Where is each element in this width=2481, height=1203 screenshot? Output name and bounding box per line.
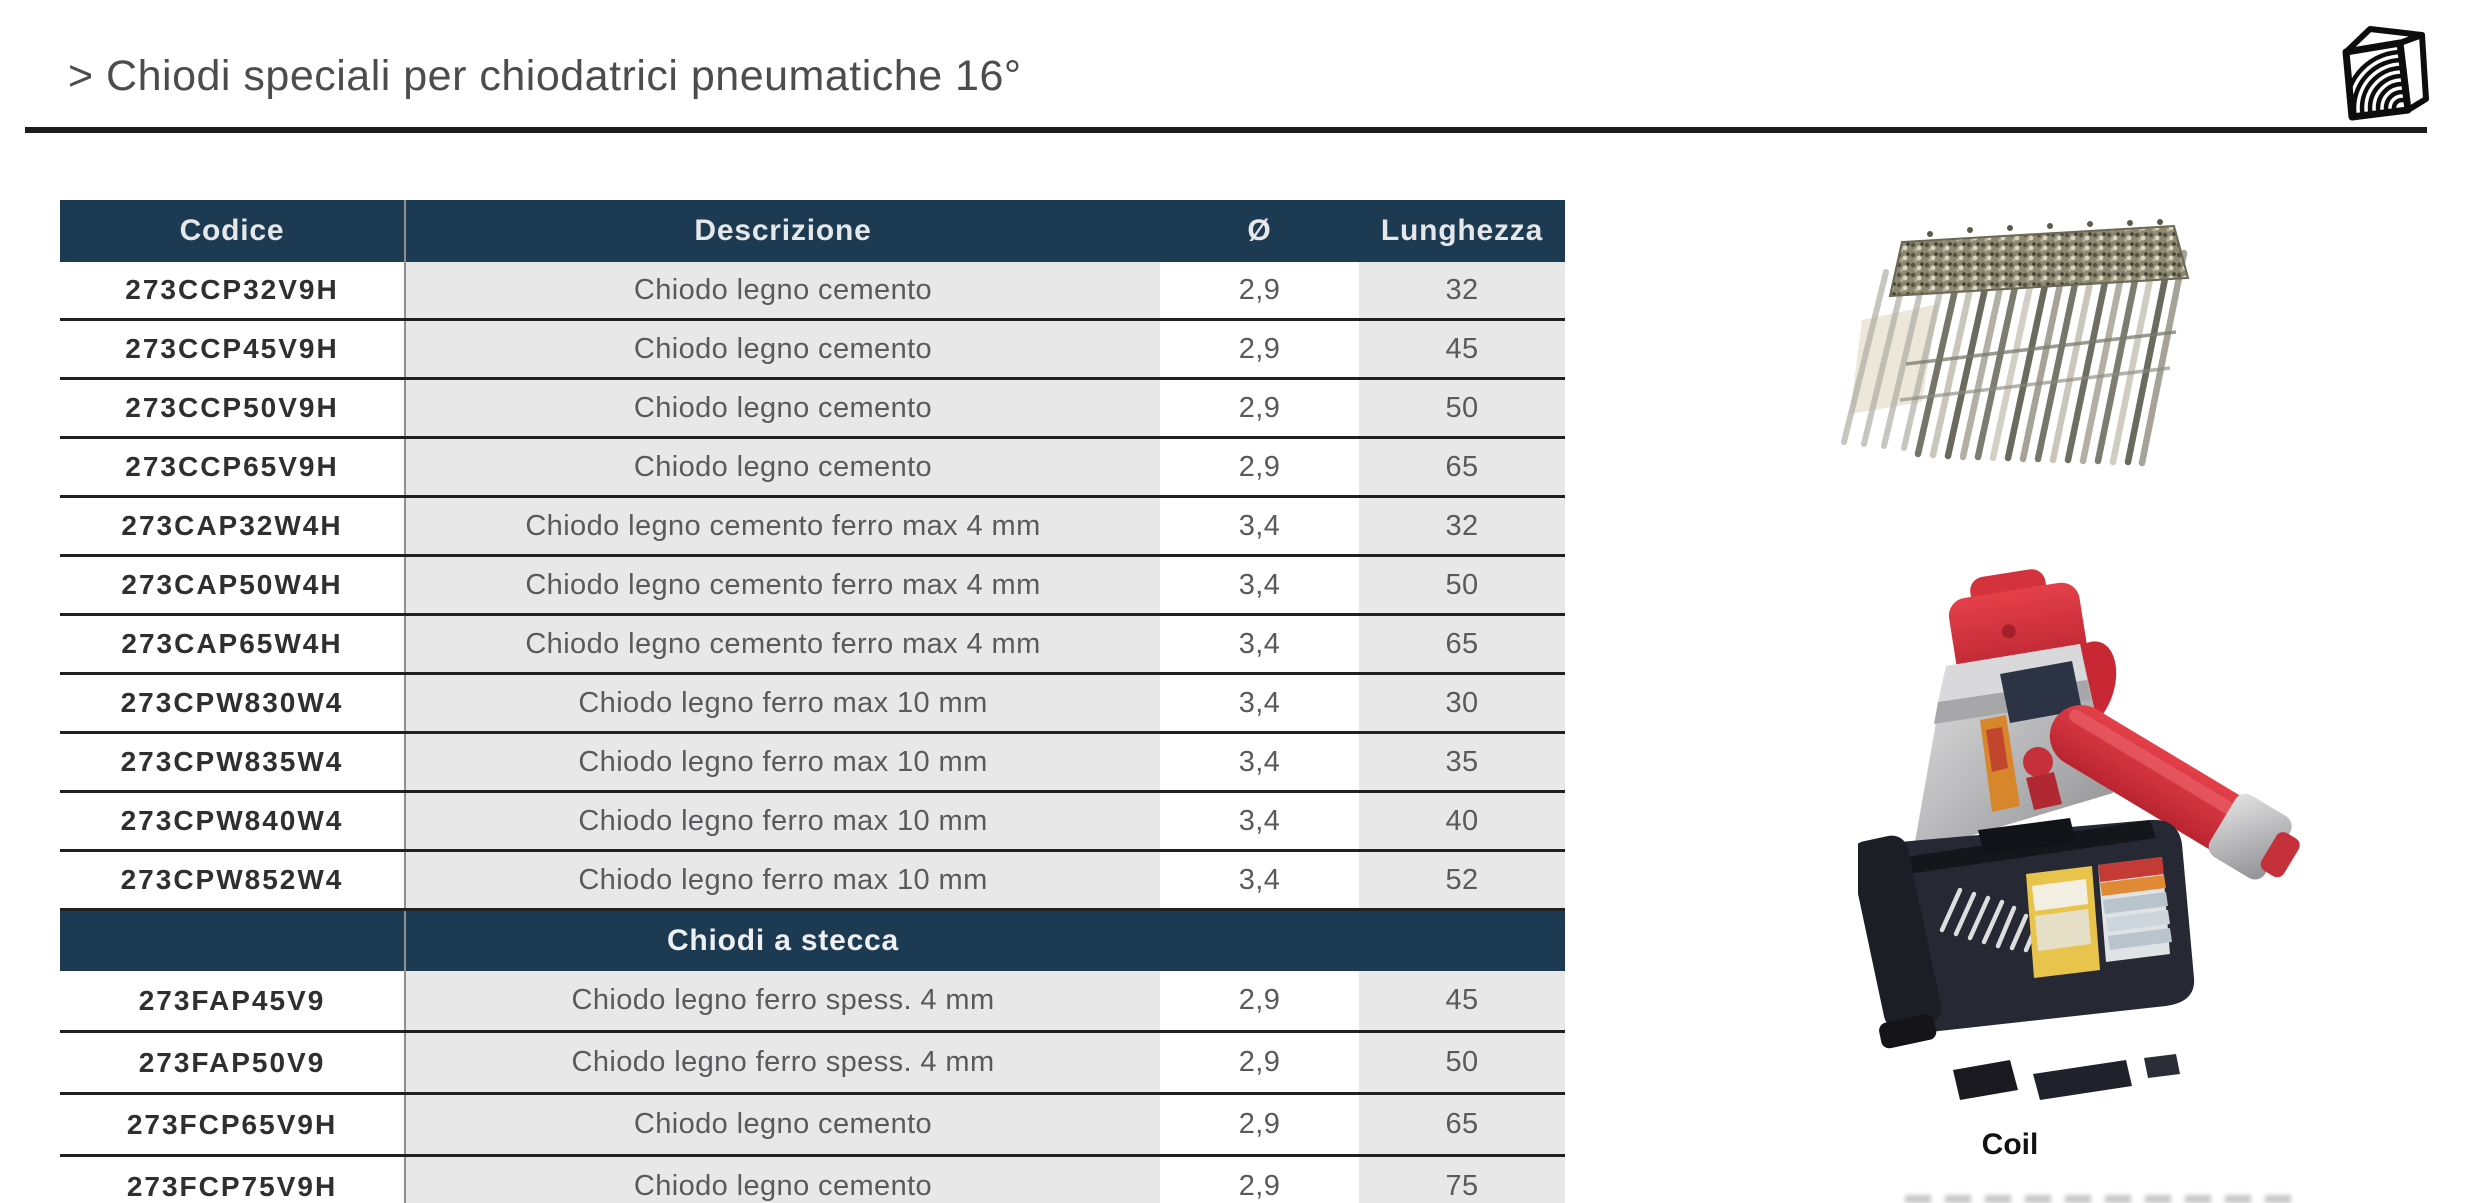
- cell-codice: 273CCP65V9H: [125, 451, 339, 482]
- cell-lunghezza: 32: [1359, 498, 1565, 554]
- cell-diametro: 3,4: [1238, 627, 1281, 660]
- cell-codice: 273CAP65W4H: [121, 628, 343, 659]
- cell-diametro: 2,9: [1238, 1170, 1281, 1202]
- cell-descrizione: Chiodo legno cemento: [404, 1157, 1160, 1203]
- section-header-spacer: [60, 911, 404, 971]
- cutoff-text-fragment: [1905, 1195, 2300, 1203]
- cell-codice: 273FCP65V9H: [126, 1108, 338, 1140]
- cell-codice: 273CCP32V9H: [125, 274, 339, 305]
- coil-nailer-photo: [1850, 568, 2318, 1113]
- cell-lunghezza: 50: [1359, 1033, 1565, 1092]
- table-row: 273FAP45V9 Chiodo legno ferro spess. 4 m…: [60, 971, 1565, 1033]
- cell-descrizione: Chiodo legno cemento ferro max 4 mm: [404, 616, 1160, 672]
- cell-diametro: 2,9: [1238, 391, 1281, 424]
- page-title: > Chiodi speciali per chiodatrici pneuma…: [68, 52, 1022, 100]
- table-row: 273FCP65V9H Chiodo legno cemento 2,9 65: [60, 1095, 1565, 1157]
- title-rule: [25, 127, 2427, 133]
- cell-codice: 273CPW852W4: [120, 864, 344, 895]
- cell-diametro: 3,4: [1238, 804, 1281, 837]
- table-row: 273CCP32V9H Chiodo legno cemento 2,9 32: [60, 262, 1565, 321]
- table-row: 273CPW852W4 Chiodo legno ferro max 10 mm…: [60, 852, 1565, 911]
- table-header-row: Codice Descrizione Ø Lunghezza: [60, 200, 1565, 262]
- cell-diametro: 2,9: [1238, 984, 1281, 1016]
- cell-codice: 273FAP50V9: [138, 1046, 326, 1078]
- col-header-descrizione: Descrizione: [404, 200, 1160, 262]
- table-row: 273CCP45V9H Chiodo legno cemento 2,9 45: [60, 321, 1565, 380]
- cell-codice: 273FCP75V9H: [126, 1170, 338, 1202]
- cell-descrizione: Chiodo legno ferro spess. 4 mm: [404, 1033, 1160, 1092]
- table-row: 273CAP65W4H Chiodo legno cemento ferro m…: [60, 616, 1565, 675]
- cell-lunghezza: 40: [1359, 793, 1565, 849]
- cell-lunghezza: 65: [1359, 439, 1565, 495]
- cell-lunghezza: 45: [1359, 971, 1565, 1030]
- section-header-spacer: [1160, 911, 1359, 971]
- cell-codice: 273CAP50W4H: [121, 569, 343, 600]
- coil-caption: Coil: [1981, 1128, 2039, 1161]
- col-header-diametro: Ø: [1247, 214, 1272, 247]
- cell-diametro: 2,9: [1238, 273, 1281, 306]
- table-row: 273CPW835W4 Chiodo legno ferro max 10 mm…: [60, 734, 1565, 793]
- cell-diametro: 2,9: [1238, 450, 1281, 483]
- table-row: 273CPW830W4 Chiodo legno ferro max 10 mm…: [60, 675, 1565, 734]
- wood-block-logo-icon: [2330, 20, 2430, 124]
- cell-descrizione: Chiodo legno ferro max 10 mm: [404, 793, 1160, 849]
- section-header-label: Chiodi a stecca: [404, 911, 1160, 971]
- cell-diametro: 3,4: [1238, 686, 1281, 719]
- cell-descrizione: Chiodo legno cemento: [404, 439, 1160, 495]
- cell-descrizione: Chiodo legno cemento ferro max 4 mm: [404, 557, 1160, 613]
- cell-codice: 273CCP45V9H: [125, 333, 339, 364]
- cell-lunghezza: 50: [1359, 380, 1565, 436]
- cell-codice: 273CAP32W4H: [121, 510, 343, 541]
- cell-diametro: 3,4: [1238, 745, 1281, 778]
- table-row: 273FCP75V9H Chiodo legno cemento 2,9 75: [60, 1157, 1565, 1203]
- table-row: 273FAP50V9 Chiodo legno ferro spess. 4 m…: [60, 1033, 1565, 1095]
- cell-codice: 273CCP50V9H: [125, 392, 339, 423]
- col-header-lunghezza: Lunghezza: [1380, 214, 1544, 247]
- section-header-row: Chiodi a stecca: [60, 911, 1565, 971]
- col-header-codice: Codice: [179, 214, 285, 247]
- cell-diametro: 3,4: [1238, 863, 1281, 896]
- product-table: Codice Descrizione Ø Lunghezza 273CCP32V…: [60, 200, 1565, 1203]
- cell-diametro: 2,9: [1238, 1108, 1281, 1140]
- cell-lunghezza: 65: [1359, 616, 1565, 672]
- cell-descrizione: Chiodo legno ferro spess. 4 mm: [404, 971, 1160, 1030]
- table-row: 273CAP50W4H Chiodo legno cemento ferro m…: [60, 557, 1565, 616]
- cell-descrizione: Chiodo legno cemento: [404, 380, 1160, 436]
- cell-diametro: 2,9: [1238, 332, 1281, 365]
- cell-descrizione: Chiodo legno cemento: [404, 1095, 1160, 1154]
- table-row: 273CCP50V9H Chiodo legno cemento 2,9 50: [60, 380, 1565, 439]
- cell-descrizione: Chiodo legno ferro max 10 mm: [404, 675, 1160, 731]
- table-row: 273CPW840W4 Chiodo legno ferro max 10 mm…: [60, 793, 1565, 852]
- cell-diametro: 2,9: [1238, 1046, 1281, 1078]
- cell-descrizione: Chiodo legno cemento: [404, 262, 1160, 318]
- cell-descrizione: Chiodo legno cemento: [404, 321, 1160, 377]
- cell-codice: 273CPW830W4: [120, 687, 344, 718]
- cell-lunghezza: 35: [1359, 734, 1565, 790]
- table-row: 273CCP65V9H Chiodo legno cemento 2,9 65: [60, 439, 1565, 498]
- cell-descrizione: Chiodo legno cemento ferro max 4 mm: [404, 498, 1160, 554]
- cell-diametro: 3,4: [1238, 509, 1281, 542]
- cell-diametro: 3,4: [1238, 568, 1281, 601]
- cell-codice: 273FAP45V9: [138, 984, 326, 1016]
- nail-coil-photo: [1840, 212, 2220, 477]
- cell-codice: 273CPW835W4: [120, 746, 344, 777]
- cell-descrizione: Chiodo legno ferro max 10 mm: [404, 734, 1160, 790]
- cell-lunghezza: 30: [1359, 675, 1565, 731]
- table-row: 273CAP32W4H Chiodo legno cemento ferro m…: [60, 498, 1565, 557]
- cell-lunghezza: 32: [1359, 262, 1565, 318]
- cell-descrizione: Chiodo legno ferro max 10 mm: [404, 852, 1160, 908]
- cell-lunghezza: 45: [1359, 321, 1565, 377]
- cell-lunghezza: 50: [1359, 557, 1565, 613]
- cell-codice: 273CPW840W4: [120, 805, 344, 836]
- section-header-spacer: [1359, 911, 1565, 971]
- cell-lunghezza: 52: [1359, 852, 1565, 908]
- cell-lunghezza: 65: [1359, 1095, 1565, 1154]
- cell-lunghezza: 75: [1359, 1157, 1565, 1203]
